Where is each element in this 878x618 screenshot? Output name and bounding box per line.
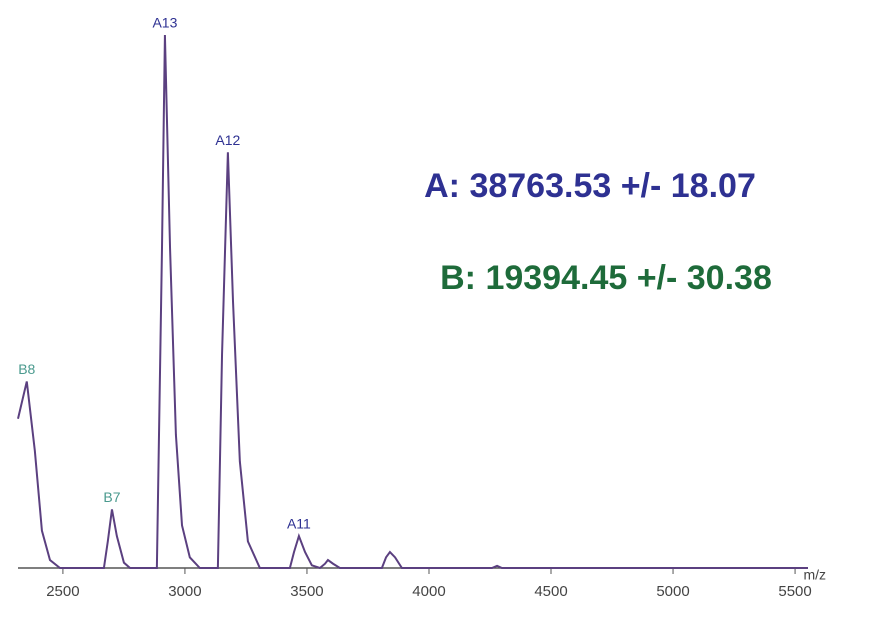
annotation: B: 19394.45 +/- 30.38 xyxy=(440,259,772,297)
peak-label: A11 xyxy=(287,516,311,532)
x-tick-label: 4500 xyxy=(534,583,567,600)
x-tick-label: 5000 xyxy=(656,583,689,600)
x-tick-label: 4000 xyxy=(412,583,445,600)
x-axis-label: m/z xyxy=(803,567,826,583)
x-tick-label: 5500 xyxy=(778,583,811,600)
spectrum-line xyxy=(17,34,808,570)
peak-label: B8 xyxy=(18,361,35,377)
peak-label: B7 xyxy=(103,489,120,505)
peak-label: A12 xyxy=(215,132,240,148)
annotation: A: 38763.53 +/- 18.07 xyxy=(424,167,756,205)
x-tick-label: 2500 xyxy=(46,583,79,600)
x-tick-label: 3500 xyxy=(290,583,323,600)
peak-label: A13 xyxy=(152,15,177,31)
x-tick-label: 3000 xyxy=(168,583,201,600)
